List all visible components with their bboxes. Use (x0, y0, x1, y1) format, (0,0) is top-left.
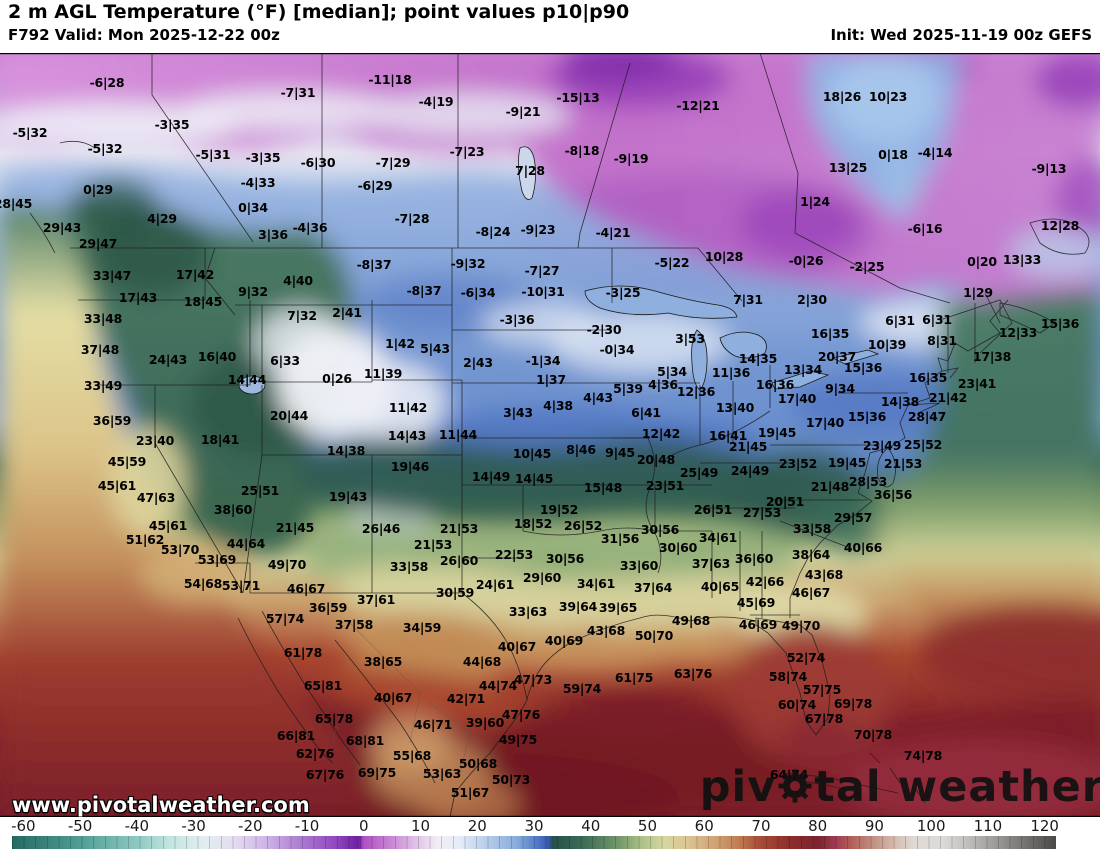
colorbar-tick-label: 70 (751, 817, 771, 835)
colorbar-tick-label: -10 (294, 817, 320, 835)
brand-text-post: tal weather (814, 762, 1100, 812)
colorbar-tick-label: -20 (238, 817, 263, 835)
colorbar-tick-label: 90 (864, 817, 884, 835)
colorbar-tick-label: 120 (1030, 817, 1059, 835)
great-lakes (238, 146, 880, 395)
colorbar-tick-label: 80 (808, 817, 828, 835)
site-url-watermark: www.pivotalweather.com (12, 793, 310, 817)
page-title: 2 m AGL Temperature (°F) [median]; point… (8, 1, 630, 23)
temperature-map (0, 53, 1100, 817)
colorbar-tick-label: 40 (581, 817, 601, 835)
colorbar-tick-label: -40 (124, 817, 150, 835)
mexico-state-lines (299, 622, 471, 774)
gear-icon (777, 768, 813, 804)
colorbar-tick-label: 60 (694, 817, 714, 835)
brand-watermark: piv tal weather (700, 766, 1100, 809)
init-time-label: Init: Wed 2025-11-19 00z GEFS (830, 26, 1092, 44)
colorbar-tick-label: -30 (181, 817, 206, 835)
colorbar-tick-label: 50 (637, 817, 658, 835)
valid-time-label: F792 Valid: Mon 2025-12-22 00z (8, 26, 280, 44)
border-lines (29, 53, 1090, 817)
colorbar-tick-label: 10 (410, 817, 431, 835)
colorbar-gradient (12, 836, 1056, 849)
colorbar-tick-label: -60 (11, 817, 36, 835)
colorbar-tick-label: 30 (524, 817, 544, 835)
temperature-colorbar: -60 -50 -40 -30 -20 -10 0 10 20 30 40 50 60 70 80 90 100… (0, 817, 1100, 850)
colorbar-tick-label: 0 (359, 817, 369, 835)
colorbar-tick-label: 100 (916, 817, 946, 835)
colorbar-tick-label: 20 (467, 817, 487, 835)
colorbar-tick-labels: -60 -50 -40 -30 -20 -10 0 10 20 30 40 50 60 70 80 90 100… (0, 819, 1100, 835)
colorbar-tick-stripes (12, 836, 1056, 849)
colorbar-tick-label: -50 (67, 817, 93, 835)
temperature-field-art (0, 53, 1100, 817)
colorbar-tick-label: 110 (973, 817, 1003, 835)
brand-text-pre: piv (699, 762, 777, 812)
